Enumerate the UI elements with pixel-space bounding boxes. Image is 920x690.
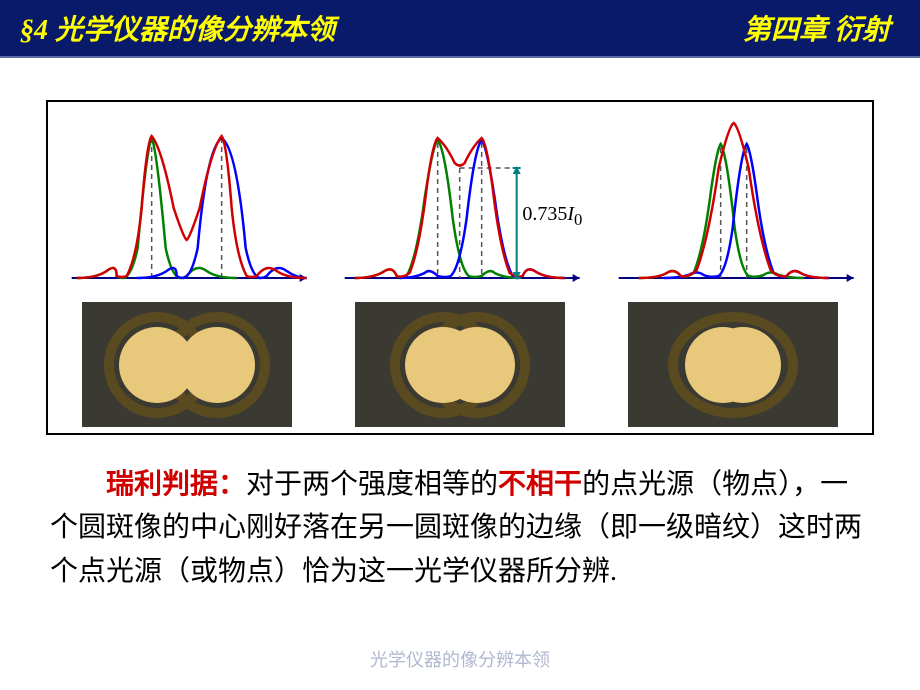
chart-panel-rayleigh: 0.735I0 [327, 108, 592, 427]
slide-header: §4 光学仪器的像分辨本领 第四章 衍射 [0, 0, 920, 58]
chart-panel-resolved [54, 108, 319, 427]
airy-pattern-unresolved [628, 302, 838, 427]
body-paragraph: 瑞利判据：对于两个强度相等的不相干的点光源（物点），一个圆斑像的中心刚好落在另一… [50, 463, 870, 593]
chart-panel-unresolved [601, 108, 866, 427]
airy-pattern-resolved [82, 302, 292, 427]
airy-pattern-rayleigh [355, 302, 565, 427]
curve-plot-unresolved [601, 108, 866, 298]
incoherent-term: 不相干 [498, 469, 582, 500]
charts-container: 0.735I0 [46, 100, 874, 435]
intensity-label: 0.735I0 [522, 203, 582, 230]
rayleigh-term: 瑞利判据： [106, 469, 246, 500]
curve-plot-rayleigh: 0.735I0 [327, 108, 592, 298]
section-title: §4 光学仪器的像分辨本领 [20, 8, 335, 48]
curve-plot-resolved [54, 108, 319, 298]
watermark-text: 光学仪器的像分辨本领 [370, 646, 550, 672]
chapter-title: 第四章 衍射 [743, 8, 890, 48]
